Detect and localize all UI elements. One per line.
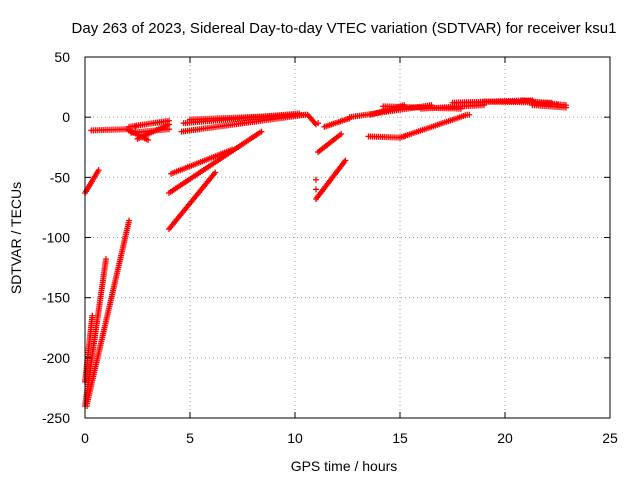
y-axis-label: SDTVAR / TECUs bbox=[8, 182, 24, 294]
data-point bbox=[315, 120, 322, 127]
y-tick-label: -150 bbox=[42, 290, 70, 306]
data-point bbox=[342, 157, 349, 164]
plot-frame bbox=[84, 56, 611, 419]
data-point bbox=[103, 256, 109, 263]
x-tick-label: 25 bbox=[602, 430, 618, 446]
axis-ticks bbox=[84, 56, 611, 419]
y-tick-label: -100 bbox=[42, 230, 70, 246]
data-point bbox=[95, 167, 102, 174]
data-points bbox=[82, 97, 569, 409]
data-point bbox=[338, 131, 345, 138]
data-point bbox=[166, 121, 172, 128]
data-point bbox=[229, 146, 235, 153]
y-tick-label: -200 bbox=[42, 350, 70, 366]
data-point bbox=[466, 111, 473, 118]
data-point bbox=[212, 169, 219, 176]
data-point bbox=[313, 186, 319, 193]
y-tick-labels: -250 -200 -150 -100 -50 0 50 bbox=[42, 49, 70, 426]
y-tick-label: 0 bbox=[62, 109, 70, 125]
data-point bbox=[89, 312, 96, 319]
grid-lines bbox=[85, 57, 610, 418]
data-point bbox=[145, 137, 151, 144]
x-tick-label: 0 bbox=[81, 430, 89, 446]
data-point bbox=[401, 133, 408, 140]
data-point bbox=[554, 102, 561, 109]
x-axis-label: GPS time / hours bbox=[291, 458, 398, 474]
data-point bbox=[533, 100, 540, 107]
x-tick-label: 10 bbox=[287, 430, 303, 446]
data-point bbox=[258, 128, 265, 135]
x-tick-labels: 0 5 10 15 20 25 bbox=[81, 430, 618, 446]
y-tick-label: -50 bbox=[50, 169, 70, 185]
y-tick-label: 50 bbox=[54, 49, 70, 65]
data-point bbox=[126, 217, 133, 224]
x-tick-label: 20 bbox=[497, 430, 513, 446]
x-tick-label: 5 bbox=[186, 430, 194, 446]
chart-title: Day 263 of 2023, Sidereal Day-to-day VTE… bbox=[72, 20, 617, 37]
y-tick-label: -250 bbox=[42, 410, 70, 426]
data-point bbox=[313, 176, 319, 183]
x-tick-label: 15 bbox=[392, 430, 408, 446]
data-point bbox=[562, 104, 569, 111]
data-point bbox=[132, 123, 139, 130]
